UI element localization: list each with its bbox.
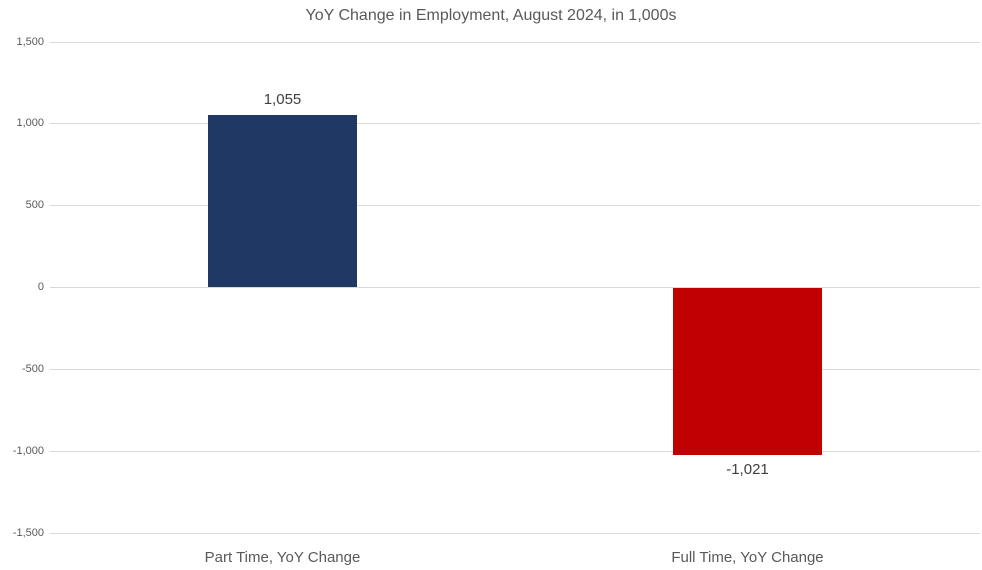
gridline: [50, 532, 980, 534]
y-axis-tick-label: 1,500: [16, 35, 44, 48]
y-axis-tick-label: -1,500: [12, 526, 44, 539]
gridline: [50, 41, 980, 43]
bar-part-time-yoy-change: [208, 114, 357, 288]
bar-full-time-yoy-change: [673, 287, 822, 455]
gridline: [50, 450, 980, 452]
y-axis-tick-label: 0: [37, 281, 44, 293]
gridline: [50, 287, 980, 288]
x-axis-category-label: Part Time, YoY Change: [204, 549, 361, 566]
gridline: [50, 368, 980, 370]
data-label: 1,055: [263, 90, 302, 108]
gridline: [50, 205, 980, 207]
data-label: -1,021: [726, 460, 769, 478]
chart-title: YoY Change in Employment, August 2024, i…: [305, 7, 677, 24]
y-axis-tick-label: 500: [25, 199, 44, 212]
y-axis-tick-label: -500: [21, 362, 44, 375]
y-axis-tick-label: 1,000: [16, 117, 44, 130]
x-axis-category-label: Full Time, YoY Change: [671, 549, 824, 566]
gridline: [50, 123, 980, 125]
y-axis-tick-label: -1,000: [12, 444, 44, 457]
